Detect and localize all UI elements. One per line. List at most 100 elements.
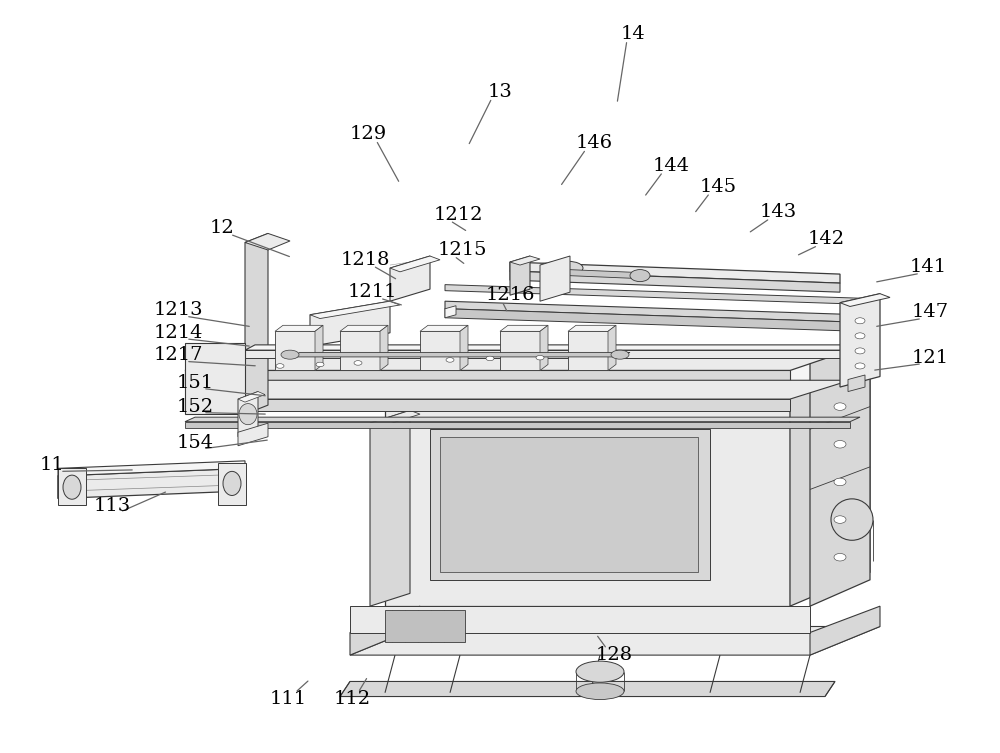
Polygon shape [510, 256, 530, 295]
Polygon shape [245, 233, 290, 250]
Bar [218, 463, 246, 505]
Text: 13: 13 [488, 83, 512, 101]
Polygon shape [810, 331, 870, 606]
Ellipse shape [276, 364, 284, 368]
Polygon shape [185, 350, 850, 370]
Polygon shape [460, 325, 468, 370]
Polygon shape [840, 294, 890, 306]
Ellipse shape [834, 516, 846, 523]
Polygon shape [58, 471, 68, 498]
Polygon shape [245, 233, 268, 414]
Polygon shape [238, 392, 265, 402]
Text: 1211: 1211 [347, 283, 397, 301]
Ellipse shape [855, 348, 865, 354]
Ellipse shape [553, 261, 583, 275]
Polygon shape [840, 294, 880, 387]
Polygon shape [185, 370, 790, 384]
Ellipse shape [354, 361, 362, 365]
Polygon shape [510, 256, 540, 265]
Text: 128: 128 [595, 646, 633, 664]
Text: 14: 14 [621, 25, 645, 43]
Polygon shape [185, 399, 790, 411]
Polygon shape [500, 325, 548, 331]
Ellipse shape [834, 441, 846, 448]
Polygon shape [608, 325, 616, 370]
Polygon shape [275, 325, 323, 331]
Text: 1218: 1218 [340, 251, 390, 269]
Polygon shape [310, 301, 400, 319]
Text: 12: 12 [210, 219, 234, 237]
Polygon shape [340, 681, 835, 697]
Text: 154: 154 [176, 434, 214, 452]
Bar [440, 437, 698, 572]
Text: 152: 152 [176, 398, 214, 416]
Polygon shape [185, 380, 850, 399]
Polygon shape [58, 461, 245, 476]
Polygon shape [290, 352, 630, 357]
Ellipse shape [855, 318, 865, 324]
Polygon shape [848, 375, 865, 392]
Text: 144: 144 [652, 157, 690, 175]
Text: 1214: 1214 [153, 324, 203, 342]
Text: 11: 11 [40, 456, 64, 474]
Polygon shape [510, 262, 840, 283]
Ellipse shape [630, 270, 650, 282]
Bar [430, 429, 710, 580]
Polygon shape [445, 285, 860, 304]
Polygon shape [500, 331, 540, 370]
Polygon shape [245, 345, 860, 350]
Text: 112: 112 [333, 690, 371, 708]
Polygon shape [445, 309, 860, 331]
Text: 145: 145 [699, 178, 737, 196]
Polygon shape [420, 331, 460, 370]
Polygon shape [420, 325, 468, 331]
Polygon shape [185, 343, 245, 414]
Polygon shape [238, 392, 258, 437]
Polygon shape [370, 410, 410, 606]
Ellipse shape [834, 403, 846, 410]
Ellipse shape [239, 404, 257, 425]
Polygon shape [350, 606, 810, 633]
Text: 146: 146 [575, 134, 613, 152]
Polygon shape [185, 422, 850, 428]
Polygon shape [390, 256, 430, 301]
Polygon shape [340, 325, 388, 331]
Text: 1215: 1215 [437, 241, 487, 259]
Polygon shape [568, 270, 640, 279]
Polygon shape [540, 325, 548, 370]
Polygon shape [390, 256, 440, 272]
Text: 147: 147 [911, 303, 949, 322]
Ellipse shape [834, 478, 846, 486]
Text: 1212: 1212 [433, 206, 483, 224]
Text: 141: 141 [909, 258, 947, 276]
Text: 1217: 1217 [153, 346, 203, 364]
Polygon shape [340, 331, 380, 370]
Polygon shape [310, 301, 390, 346]
Ellipse shape [223, 471, 241, 495]
Polygon shape [238, 423, 268, 446]
Polygon shape [568, 325, 616, 331]
Ellipse shape [63, 475, 81, 499]
Polygon shape [315, 325, 323, 370]
Text: 143: 143 [759, 203, 797, 221]
Ellipse shape [486, 356, 494, 361]
Polygon shape [445, 306, 456, 318]
Polygon shape [790, 354, 870, 606]
Ellipse shape [281, 350, 299, 359]
Polygon shape [568, 331, 608, 370]
Text: 121: 121 [911, 349, 949, 367]
Ellipse shape [831, 498, 873, 541]
Polygon shape [540, 256, 570, 301]
Polygon shape [445, 301, 860, 322]
Ellipse shape [446, 358, 454, 362]
Polygon shape [810, 606, 880, 655]
Ellipse shape [576, 661, 624, 682]
Polygon shape [510, 271, 840, 292]
Polygon shape [385, 354, 870, 395]
Polygon shape [385, 395, 790, 606]
Text: 151: 151 [176, 373, 214, 392]
Polygon shape [245, 350, 850, 358]
Polygon shape [185, 417, 860, 422]
Ellipse shape [834, 553, 846, 561]
Ellipse shape [576, 683, 624, 700]
